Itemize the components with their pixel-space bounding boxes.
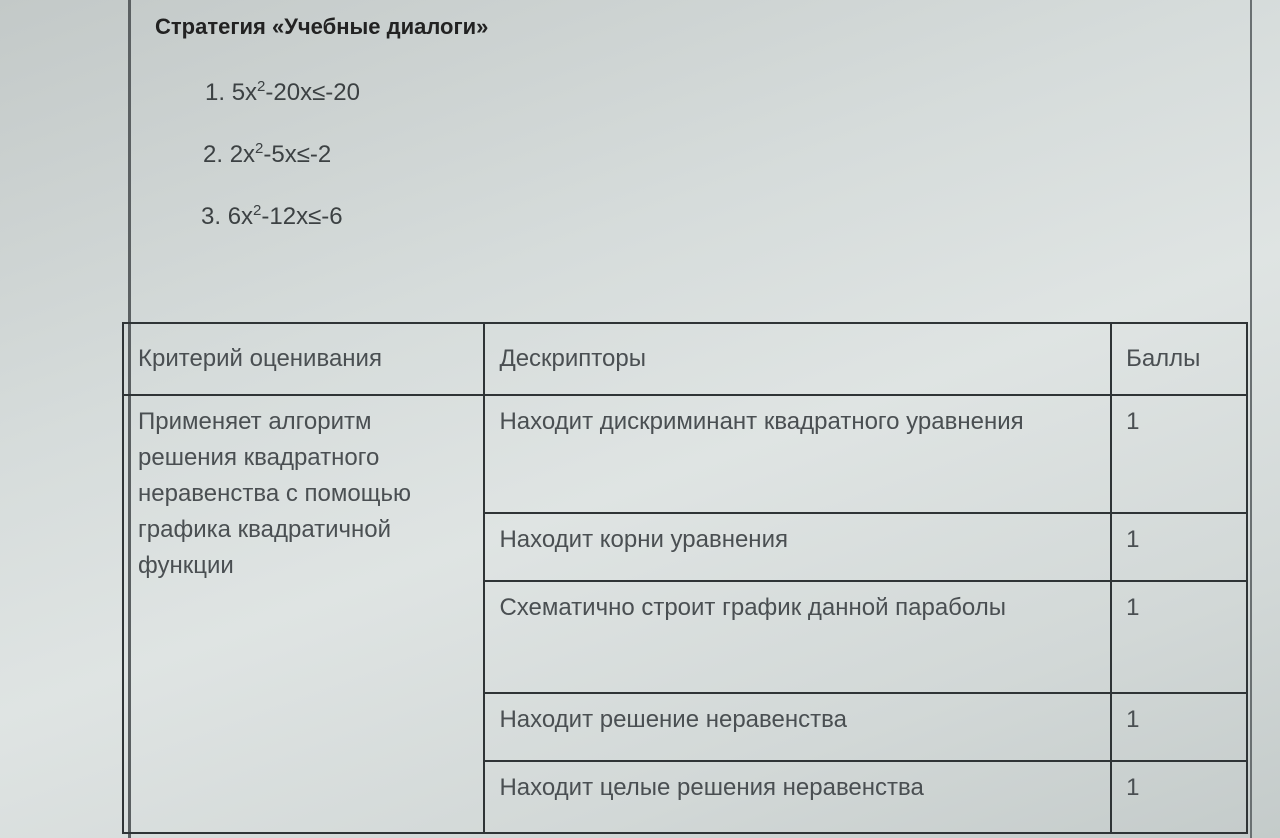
table-row: Схематично строит график данной параболы…: [123, 580, 1248, 694]
table-row: Находит корни уравнения 1: [123, 512, 1248, 582]
table-row: Находит решение неравенства 1: [123, 692, 1248, 762]
descriptor-cell: Находит корни уравнения: [483, 512, 1113, 582]
points-cell: 1: [1110, 760, 1248, 834]
criterion-cell: Применяет алгоритм решения квадратного н…: [121, 394, 486, 834]
descriptor-cell: Находит дискриминант квадратного уравнен…: [483, 394, 1113, 514]
table-header-row: Критерий оценивания Дескрипторы Баллы: [121, 322, 1248, 396]
equation-1: 1. 5x2-20x≤-20: [205, 78, 360, 106]
descriptor-cell: Находит решение неравенства: [483, 692, 1113, 762]
descriptor-cell: Схематично строит график данной параболы: [483, 580, 1113, 694]
points-cell: 1: [1110, 580, 1248, 694]
points-cell: 1: [1110, 512, 1248, 582]
table-row: Применяет алгоритм решения квадратного н…: [121, 394, 1248, 834]
page-title: Стратегия «Учебные диалоги»: [155, 14, 489, 39]
screen-edge-right: [1250, 0, 1252, 838]
table-row: Находит целые решения неравенства 1: [123, 760, 1248, 834]
equation-3: 3. 6x2-12x≤-6: [201, 202, 343, 230]
equation-2: 2. 2x2-5x≤-2: [203, 140, 332, 168]
descriptor-cell: Находит целые решения неравенства: [483, 760, 1113, 834]
assessment-table: Критерий оценивания Дескрипторы Баллы Пр…: [121, 322, 1248, 834]
header-points: Баллы: [1110, 322, 1248, 396]
header-criterion: Критерий оценивания: [121, 322, 486, 396]
points-cell: 1: [1110, 394, 1248, 514]
points-cell: 1: [1110, 692, 1248, 762]
header-descriptors: Дескрипторы: [483, 322, 1113, 396]
